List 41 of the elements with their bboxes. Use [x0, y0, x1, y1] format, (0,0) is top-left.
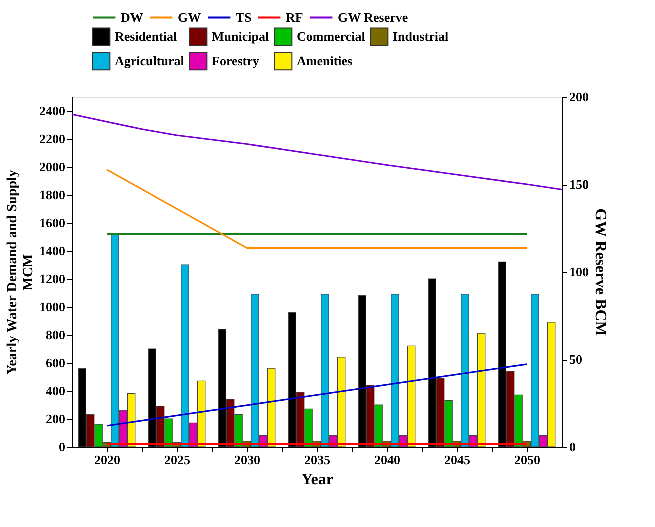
y-tick-label: 1200 [40, 272, 66, 286]
y-tick-label: 1000 [40, 300, 66, 314]
y2-tick-label: 50 [570, 352, 582, 367]
x-axis-title: Year [302, 472, 334, 488]
legend-label: Amenities [297, 54, 353, 68]
legend-label: DW [121, 10, 144, 25]
y-tick-label: 2400 [40, 104, 66, 118]
y-tick-label: 200 [46, 412, 66, 426]
legend-label: Commercial [297, 28, 366, 44]
legend-label: GW Reserve [338, 10, 408, 25]
legend-label: Industrial [393, 28, 450, 44]
x-tick-label: 2040 [374, 452, 400, 468]
y-tick-label: 400 [46, 384, 66, 398]
x-tick-label: 2025 [164, 452, 191, 468]
x-tick-label: 2045 [444, 452, 471, 468]
legend-label: Agricultural [115, 54, 185, 68]
legend-label: TS [236, 10, 252, 25]
y2-tick-label: 150 [570, 177, 589, 192]
y2-axis-title: GW Reserve BCM [592, 208, 609, 336]
y2-tick-label: 200 [570, 90, 589, 104]
x-tick-label: 2050 [514, 452, 540, 468]
y-tick-label: 1600 [40, 216, 66, 230]
legend-label: RF [286, 10, 304, 25]
x-tick-label: 2035 [304, 452, 331, 468]
legend-label: Forestry [212, 54, 260, 68]
x-tick-label: 2030 [234, 452, 260, 468]
y-tick-label: 1400 [40, 244, 66, 258]
legend-label: GW [178, 10, 202, 25]
legend-label: Residential [115, 28, 178, 44]
y-tick-label: 0 [59, 440, 66, 454]
line-series [71, 114, 563, 191]
y2-tick-label: 0 [570, 440, 576, 454]
y-tick-label: 2000 [40, 160, 66, 174]
y-tick-label: 2200 [40, 132, 66, 146]
y-tick-label: 1800 [40, 188, 66, 202]
y-tick-label: 800 [46, 328, 66, 342]
legend-label: Municipal [212, 28, 270, 44]
y-axis-title: Yearly Water Demand and Supply MCM [6, 170, 36, 375]
y-tick-label: 600 [46, 356, 66, 370]
y2-tick-label: 100 [570, 264, 589, 280]
x-tick-label: 2020 [94, 452, 120, 468]
